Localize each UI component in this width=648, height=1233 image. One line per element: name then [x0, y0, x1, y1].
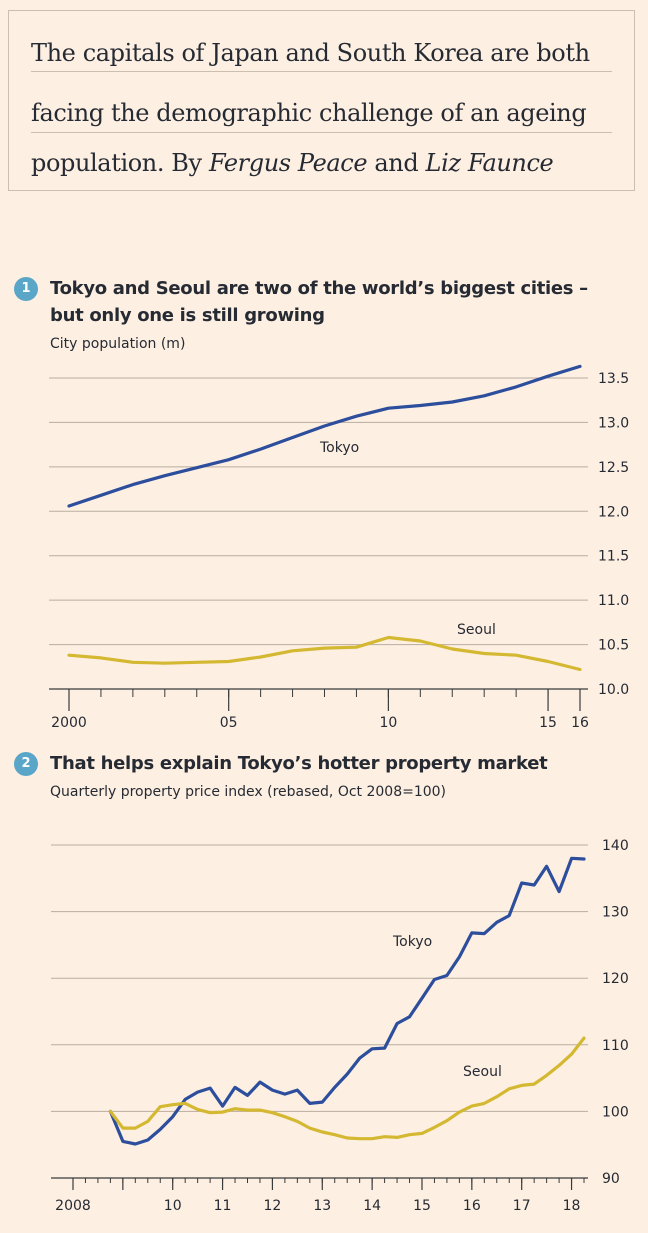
y-tick-label: 13.5: [598, 371, 629, 387]
y-tick-label: 12.0: [598, 504, 629, 520]
intro-line-3-text-b: and: [367, 149, 426, 177]
chart-1-number-badge: 1: [14, 277, 38, 301]
author-1: Fergus Peace: [208, 149, 368, 177]
author-2: Liz Faunce: [425, 149, 554, 177]
y-tick-label: 11.0: [598, 593, 629, 609]
y-tick-label: 110: [602, 1038, 629, 1054]
chart-1-title-line-1: Tokyo and Seoul are two of the world’s b…: [50, 278, 588, 299]
y-tick-label: 130: [602, 905, 629, 921]
chart-2-svg: 90 100 110 120 130 140 2008 10 11 12 13 14 15 16 17 18 T…: [51, 838, 629, 1214]
y-tick-label: 11.5: [598, 549, 629, 565]
intro-line-3-text-a: population. By: [31, 149, 209, 177]
series-line-seoul: [108, 1036, 586, 1141]
intro-line-2: facing the demographic challenge of an a…: [31, 99, 587, 127]
y-tick-label: 10.0: [598, 682, 629, 698]
x-tick-label: 2000: [51, 715, 87, 731]
series-label-seoul: Seoul: [457, 622, 496, 638]
x-tick-label: 10: [379, 715, 397, 731]
y-tick-label: 90: [602, 1171, 620, 1187]
y-tick-label: 12.5: [598, 460, 629, 476]
series-label-seoul: Seoul: [463, 1064, 502, 1080]
x-tick-label: 12: [264, 1198, 282, 1214]
x-tick-label: 11: [214, 1198, 232, 1214]
x-tick-label: 2008: [55, 1198, 91, 1214]
chart-1-title-line-2: but only one is still growing: [50, 305, 325, 326]
chart-2-subtitle: Quarterly property price index (rebased,…: [50, 784, 447, 800]
x-tick-label: 13: [313, 1198, 331, 1214]
intro-line-3: population. By Fergus Peace and Liz Faun…: [31, 133, 612, 193]
intro-rule-2: [31, 132, 612, 133]
intro-box: The capitals of Japan and South Korea ar…: [8, 10, 635, 191]
chart-1-subtitle: City population (m): [50, 336, 186, 352]
x-tick-label: 05: [220, 715, 238, 731]
chart-1-svg: 10.0 10.5 11.0 11.5 12.0 12.5 13.0 13.5 2000 05 10…: [49, 364, 629, 731]
x-tick-label: 14: [363, 1198, 381, 1214]
x-tick-label: 18: [563, 1198, 581, 1214]
series-line-tokyo: [108, 856, 586, 1146]
x-tick-label: 16: [463, 1198, 481, 1214]
y-tick-label: 100: [602, 1104, 629, 1120]
y-tick-label: 13.0: [598, 415, 629, 431]
series-line-seoul: [67, 635, 582, 672]
x-tick-label: 15: [413, 1198, 431, 1214]
chart-2-title: That helps explain Tokyo’s hotter proper…: [50, 753, 548, 774]
intro-line-1: The capitals of Japan and South Korea ar…: [31, 39, 590, 67]
y-tick-label: 120: [602, 971, 629, 987]
intro-rule-1: [31, 71, 612, 72]
chart-2-number-badge: 2: [14, 752, 38, 776]
y-tick-label: 140: [602, 838, 629, 854]
x-tick-label: 17: [513, 1198, 531, 1214]
x-tick-label: 15: [539, 715, 557, 731]
x-tick-label: 10: [164, 1198, 182, 1214]
series-label-tokyo: Tokyo: [392, 934, 432, 950]
series-line-tokyo: [67, 364, 582, 508]
series-label-tokyo: Tokyo: [319, 440, 359, 456]
x-tick-label: 16: [571, 715, 589, 731]
y-tick-label: 10.5: [598, 638, 629, 654]
